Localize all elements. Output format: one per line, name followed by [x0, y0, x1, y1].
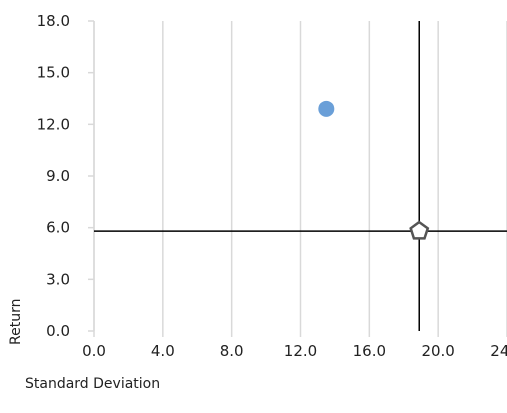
y-axis-title: Return: [8, 299, 24, 345]
y-tick-label: 15.0: [37, 64, 70, 82]
x-tick-label: 0.0: [82, 342, 106, 360]
data-point: [318, 100, 335, 117]
x-axis-title: Standard Deviation: [25, 376, 160, 392]
x-tick-label: 16.0: [353, 342, 386, 360]
grid-lines: [88, 20, 507, 337]
y-tick-label: 3.0: [46, 270, 70, 288]
y-tick-label: 6.0: [46, 219, 70, 237]
y-tick-label: 0.0: [46, 322, 70, 340]
x-tick-label: 20.0: [421, 342, 454, 360]
data-points: [318, 100, 430, 240]
x-tick-label: 12.0: [284, 342, 317, 360]
y-tick-label: 12.0: [37, 115, 70, 133]
x-tick-label: 4.0: [151, 342, 175, 360]
reference-lines: [94, 21, 507, 331]
x-tick-label: 8.0: [220, 342, 244, 360]
x-tick-label: 24.0: [490, 342, 507, 360]
x-tick-labels: 0.0 4.0 8.0 12.0 16.0 20.0 24.0: [82, 342, 507, 360]
y-tick-label: 9.0: [46, 167, 70, 185]
y-tick-labels: 0.0 3.0 6.0 9.0 12.0 15.0 18.0: [37, 12, 70, 340]
y-tick-label: 18.0: [37, 12, 70, 30]
data-point-marker: [409, 220, 430, 240]
